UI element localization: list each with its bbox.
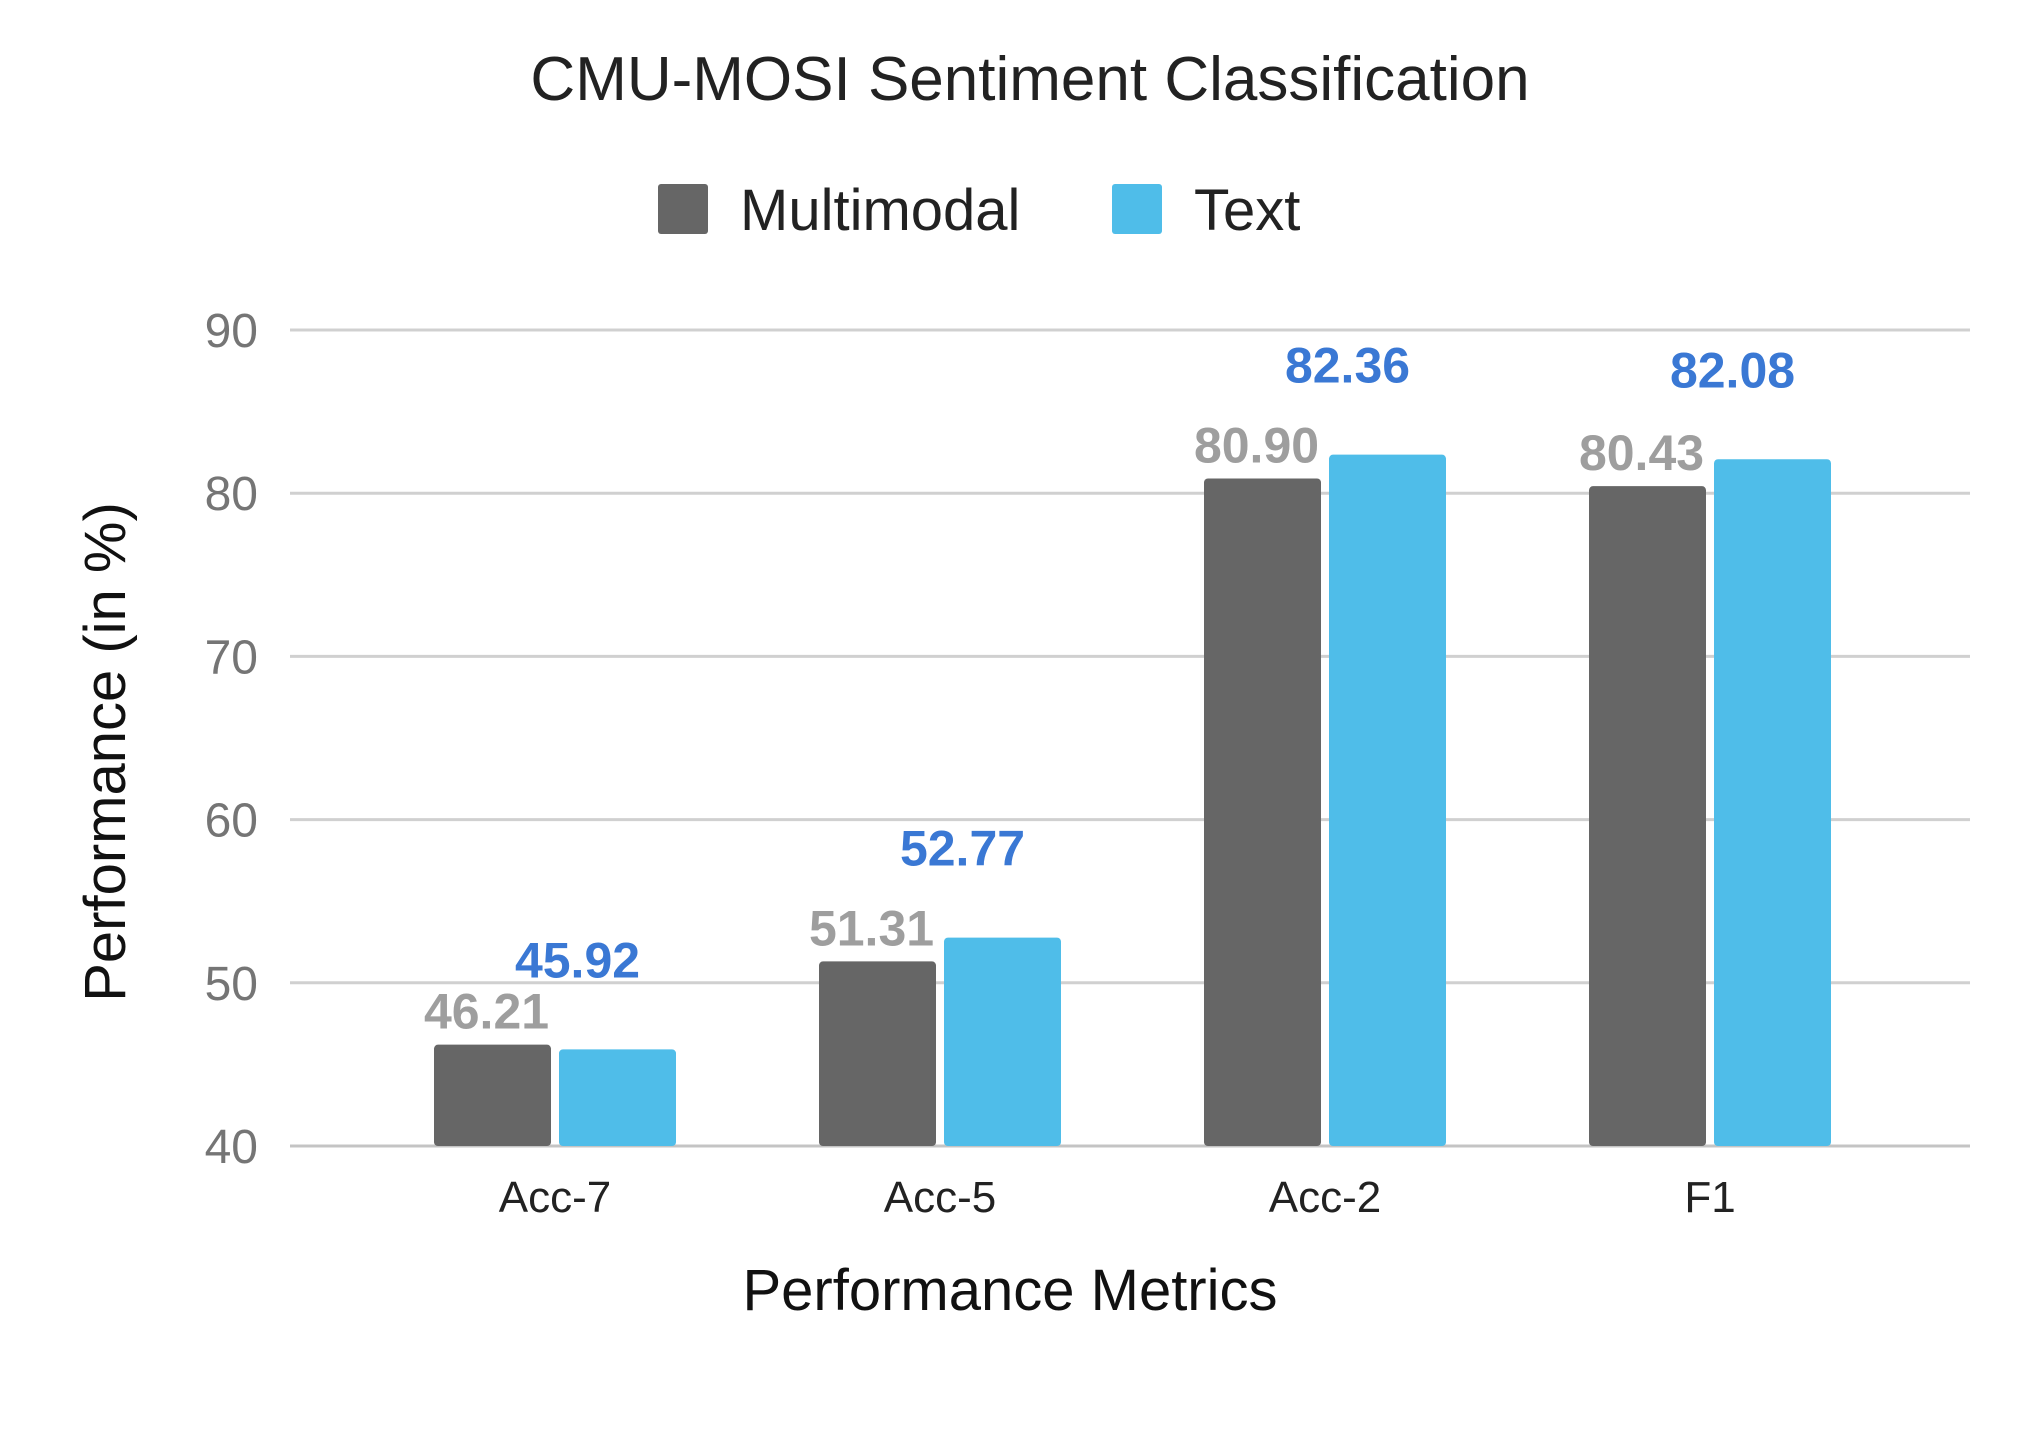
y-tick-label-50: 50: [205, 958, 258, 1011]
bar-text-acc-7: [559, 1049, 676, 1146]
x-tick-label-acc-7: Acc-7: [499, 1173, 611, 1222]
x-tick-label-acc-2: Acc-2: [1269, 1173, 1381, 1222]
data-label-multimodal-f1: 80.43: [1579, 425, 1704, 481]
x-tick-label-acc-5: Acc-5: [884, 1173, 996, 1222]
x-tick-label-f1: F1: [1684, 1173, 1735, 1222]
bars: [434, 454, 1831, 1147]
y-tick-label-80: 80: [205, 468, 258, 521]
bar-multimodal-acc-7: [434, 1044, 551, 1146]
y-axis-label: Performance (in %): [73, 502, 138, 1002]
data-label-text-acc-2: 82.36: [1285, 338, 1410, 394]
bar-multimodal-f1: [1589, 486, 1706, 1147]
bar-text-acc-2: [1329, 454, 1446, 1146]
data-label-multimodal-acc-5: 51.31: [809, 900, 934, 956]
bar-multimodal-acc-5: [819, 961, 936, 1146]
bar-text-f1: [1714, 459, 1831, 1146]
x-axis-ticks: Acc-7 Acc-5 Acc-2 F1: [499, 1173, 1736, 1222]
data-label-multimodal-acc-2: 80.90: [1194, 418, 1319, 474]
y-tick-label-40: 40: [205, 1121, 258, 1174]
data-label-text-acc-7: 45.92: [515, 932, 640, 988]
legend: Multimodal Text: [658, 178, 1300, 243]
legend-label-text: Text: [1194, 178, 1300, 243]
bar-text-acc-5: [944, 937, 1061, 1146]
legend-label-multimodal: Multimodal: [740, 178, 1020, 243]
y-tick-label-70: 70: [205, 631, 258, 684]
data-label-text-f1: 82.08: [1670, 342, 1795, 398]
y-tick-label-90: 90: [205, 305, 258, 358]
chart-title: CMU-MOSI Sentiment Classification: [530, 45, 1529, 114]
legend-swatch-multimodal: [658, 184, 708, 234]
bar-multimodal-acc-2: [1204, 478, 1321, 1147]
data-label-multimodal-acc-7: 46.21: [424, 984, 549, 1040]
y-axis-ticks: 40 50 60 70 80 90: [205, 305, 258, 1174]
legend-swatch-text: [1112, 184, 1162, 234]
x-axis-label: Performance Metrics: [742, 1258, 1277, 1323]
y-tick-label-60: 60: [205, 795, 258, 848]
data-label-text-acc-5: 52.77: [900, 821, 1025, 877]
